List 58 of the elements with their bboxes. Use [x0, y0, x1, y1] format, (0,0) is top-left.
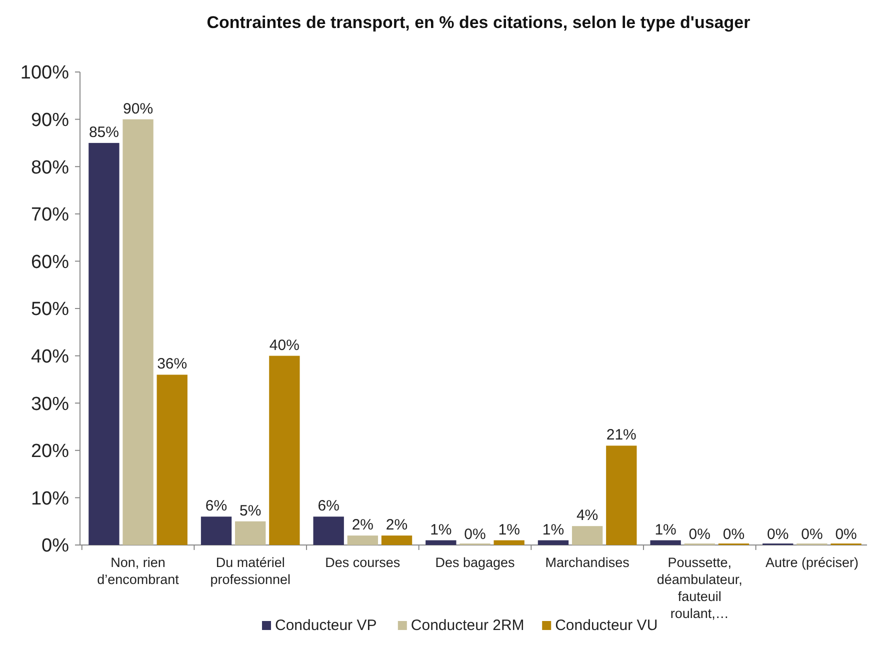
data-label: 0%	[688, 526, 710, 543]
data-label: 36%	[157, 356, 188, 373]
data-label: 0%	[835, 526, 857, 543]
bar	[269, 356, 300, 545]
y-tick-label: 50%	[30, 299, 70, 320]
data-label: 21%	[606, 426, 636, 444]
data-label: 0%	[767, 526, 789, 543]
x-tick-label: Des courses	[325, 555, 400, 570]
x-tick-label: Non, rien d’encombrant	[97, 555, 180, 587]
y-tick-label: 30%	[30, 394, 70, 415]
legend-label: Conducteur VU	[555, 617, 658, 634]
y-tick-label: 10%	[30, 488, 70, 510]
data-label: 0%	[801, 526, 823, 543]
data-label: 40%	[269, 336, 300, 354]
data-label: 4%	[576, 507, 598, 524]
bar	[156, 374, 188, 545]
data-label: 1%	[498, 521, 520, 538]
bar	[426, 540, 456, 545]
bar	[313, 516, 344, 545]
bar	[347, 536, 378, 545]
y-tick-label: 80%	[30, 157, 70, 178]
bar	[650, 540, 681, 545]
bar	[200, 516, 232, 545]
data-label: 6%	[205, 498, 228, 515]
data-label: 2%	[352, 516, 374, 534]
y-tick-label: 100%	[20, 62, 70, 84]
data-label: 2%	[386, 516, 408, 534]
bar	[538, 540, 569, 545]
y-tick-label: 20%	[30, 441, 70, 462]
legend-label: Conducteur VP	[275, 617, 377, 634]
y-tick-label: 60%	[30, 252, 70, 273]
data-label: 0%	[722, 526, 745, 543]
x-tick-label: Des bagages	[435, 555, 516, 570]
bar	[606, 446, 637, 545]
data-label: 90%	[123, 100, 154, 118]
x-tick-label: Du matériel professionnel	[210, 555, 291, 587]
x-tick-label: Marchandises	[545, 555, 630, 570]
data-label: 5%	[240, 502, 262, 520]
legend-label: Conducteur 2RM	[410, 617, 524, 634]
bar	[494, 540, 524, 545]
bar	[572, 526, 603, 545]
data-label: 1%	[542, 521, 564, 538]
data-label: 1%	[654, 521, 676, 538]
x-tick-label: Poussette, déambulateur, fauteuil roulant,…	[656, 555, 742, 621]
y-tick-label: 0%	[42, 536, 70, 557]
bar	[235, 521, 266, 545]
data-label: 85%	[88, 124, 119, 141]
chart-title: Contraintes de transport, en % des citations, selon le type d'usager	[206, 13, 751, 32]
x-tick-label: Autre (préciser)	[765, 555, 858, 570]
data-label: 6%	[318, 498, 340, 515]
bar	[122, 119, 154, 545]
data-label: 1%	[430, 521, 452, 538]
bar	[381, 536, 412, 545]
bar	[88, 142, 120, 545]
data-label: 0%	[464, 526, 486, 543]
y-tick-label: 70%	[30, 204, 70, 226]
y-tick-label: 40%	[30, 346, 70, 368]
y-tick-label: 90%	[30, 110, 70, 131]
